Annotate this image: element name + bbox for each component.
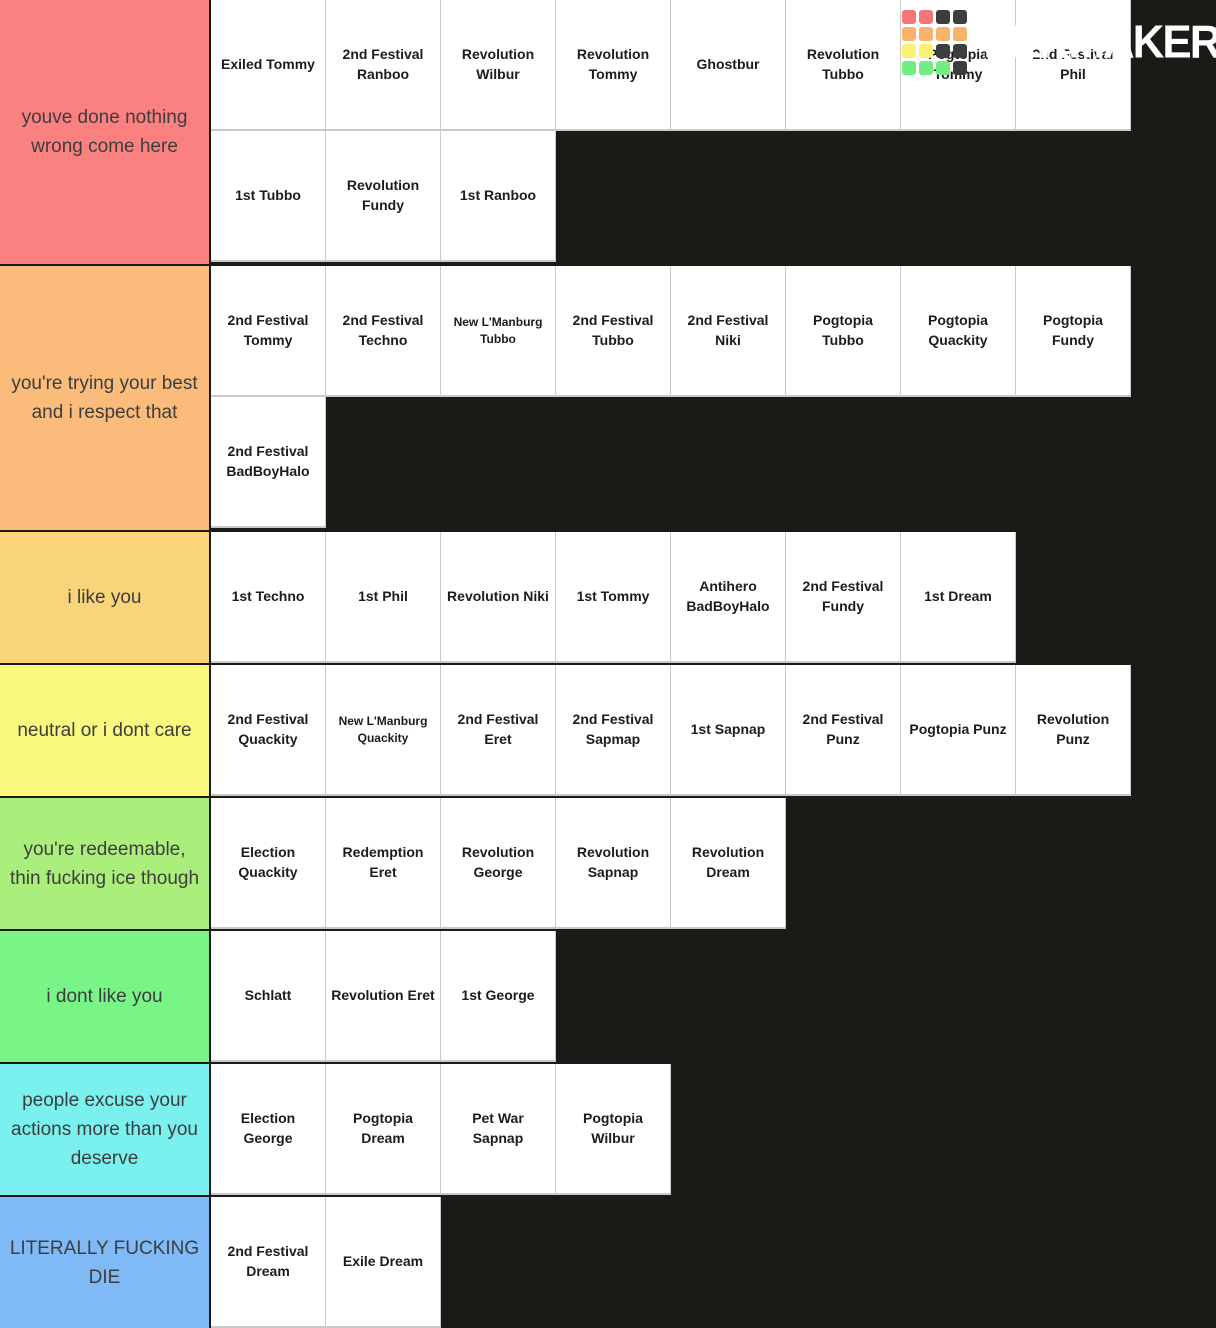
tier-item-card[interactable]: Revolution George: [441, 798, 556, 929]
tier-item-card[interactable]: Revolution Punz: [1016, 665, 1131, 796]
tier-item-card[interactable]: Pogtopia Dream: [326, 1064, 441, 1195]
tier-row-3: neutral or i dont care 2nd Festival Quac…: [0, 665, 1216, 796]
tier-cards-0: Exiled Tommy 2nd Festival Ranboo Revolutio…: [211, 0, 1216, 264]
tier-item-card[interactable]: 2nd Festival Eret: [441, 665, 556, 796]
tier-item-card[interactable]: 1st Techno: [211, 532, 326, 663]
logo-square: [953, 27, 967, 41]
tier-item-card[interactable]: Exile Dream: [326, 1197, 441, 1328]
tier-row-7: LITERALLY FUCKING DIE 2nd Festival Dream…: [0, 1197, 1216, 1328]
tier-row-5: i dont like you Schlatt Revolution Eret 1s…: [0, 931, 1216, 1062]
logo-square: [902, 10, 916, 24]
tier-item-card[interactable]: Pet War Sapnap: [441, 1064, 556, 1195]
tier-item-card[interactable]: 2nd Festival Techno: [326, 266, 441, 397]
tier-label-4: you're redeemable, thin fucking ice thou…: [0, 798, 209, 929]
logo-square: [919, 44, 933, 58]
tier-item-card[interactable]: 1st Sapnap: [671, 665, 786, 796]
tier-item-card[interactable]: 2nd Festival Ranboo: [326, 0, 441, 131]
tier-item-card[interactable]: Redemption Eret: [326, 798, 441, 929]
tier-item-card[interactable]: New L'Manburg Quackity: [326, 665, 441, 796]
tier-item-card[interactable]: Pogtopia Wilbur: [556, 1064, 671, 1195]
tier-item-card[interactable]: Pogtopia Tubbo: [786, 266, 901, 397]
tier-item-card[interactable]: Pogtopia Quackity: [901, 266, 1016, 397]
logo-square: [936, 61, 950, 75]
tier-item-card[interactable]: 1st Tubbo: [211, 131, 326, 262]
tier-cards-4: Election Quackity Redemption Eret Revoluti…: [211, 798, 1216, 929]
tier-label-6: people excuse your actions more than you…: [0, 1064, 209, 1195]
logo-square: [936, 27, 950, 41]
tier-item-card[interactable]: Antihero BadBoyHalo: [671, 532, 786, 663]
tier-item-card[interactable]: 2nd Festival Punz: [786, 665, 901, 796]
tier-item-card[interactable]: Revolution Dream: [671, 798, 786, 929]
tier-item-card[interactable]: Revolution Eret: [326, 931, 441, 1062]
tier-item-card[interactable]: 2nd Festival Dream: [211, 1197, 326, 1328]
tiermaker-logo: TIERMAKER: [902, 10, 1216, 75]
tier-item-card[interactable]: New L'Manburg Tubbo: [441, 266, 556, 397]
tier-row-1: you're trying your best and i respect th…: [0, 266, 1216, 530]
tier-item-card[interactable]: 2nd Festival Phil: [1016, 0, 1131, 131]
logo-square: [902, 27, 916, 41]
tier-label-2: i like you: [0, 532, 209, 663]
tier-item-card[interactable]: 2nd Festival Fundy: [786, 532, 901, 663]
tier-row-0: youve done nothing wrong come here Exile…: [0, 0, 1216, 264]
tiermaker-logo-grid-icon: [902, 10, 967, 75]
tier-item-card[interactable]: Election Quackity: [211, 798, 326, 929]
tier-label-1: you're trying your best and i respect th…: [0, 266, 209, 530]
tier-cards-7: 2nd Festival Dream Exile Dream: [211, 1197, 1216, 1328]
logo-square: [936, 44, 950, 58]
tier-row-2: i like you 1st Techno 1st Phil Revolution …: [0, 532, 1216, 663]
tier-item-card[interactable]: Revolution Sapnap: [556, 798, 671, 929]
tiermaker-logo-text: TIERMAKER: [976, 16, 1216, 68]
tier-item-card[interactable]: 1st Tommy: [556, 532, 671, 663]
tier-item-card[interactable]: Pogtopia Fundy: [1016, 266, 1131, 397]
tier-item-card[interactable]: 1st Dream: [901, 532, 1016, 663]
tier-cards-6: Election George Pogtopia Dream Pet War Sap…: [211, 1064, 1216, 1195]
tier-item-card[interactable]: Schlatt: [211, 931, 326, 1062]
logo-square: [936, 10, 950, 24]
tier-cards-1: 2nd Festival Tommy 2nd Festival Techno New…: [211, 266, 1216, 530]
logo-square: [953, 10, 967, 24]
tier-cards-2: 1st Techno 1st Phil Revolution Niki 1st Tom…: [211, 532, 1216, 663]
tier-item-card[interactable]: Revolution Wilbur: [441, 0, 556, 131]
tier-item-card[interactable]: 2nd Festival Quackity: [211, 665, 326, 796]
tier-row-4: you're redeemable, thin fucking ice thou…: [0, 798, 1216, 929]
logo-square: [919, 27, 933, 41]
tier-item-card[interactable]: Election George: [211, 1064, 326, 1195]
tier-cards-5: Schlatt Revolution Eret 1st George: [211, 931, 1216, 1062]
logo-square: [919, 10, 933, 24]
tier-label-0: youve done nothing wrong come here: [0, 0, 209, 264]
tier-item-card[interactable]: Ghostbur: [671, 0, 786, 131]
tier-item-card[interactable]: 2nd Festival Tommy: [211, 266, 326, 397]
tier-item-card[interactable]: 2nd Festival Tubbo: [556, 266, 671, 397]
tier-item-card[interactable]: 2nd Festival Sapmap: [556, 665, 671, 796]
logo-square: [902, 44, 916, 58]
tier-item-card[interactable]: Revolution Niki: [441, 532, 556, 663]
tier-item-card[interactable]: 2nd Festival BadBoyHalo: [211, 397, 326, 528]
tier-item-card[interactable]: 1st Phil: [326, 532, 441, 663]
tier-item-card[interactable]: Pogtopia Punz: [901, 665, 1016, 796]
tier-item-card[interactable]: 1st George: [441, 931, 556, 1062]
tier-cards-3: 2nd Festival Quackity New L'Manburg Quack…: [211, 665, 1216, 796]
tier-label-7: LITERALLY FUCKING DIE: [0, 1197, 209, 1328]
tier-item-card[interactable]: Revolution Fundy: [326, 131, 441, 262]
logo-square: [902, 61, 916, 75]
tier-item-card[interactable]: Revolution Tommy: [556, 0, 671, 131]
tier-item-card[interactable]: Revolution Tubbo: [786, 0, 901, 131]
tier-item-card[interactable]: 2nd Festival Niki: [671, 266, 786, 397]
tier-item-card[interactable]: 1st Ranboo: [441, 131, 556, 262]
tier-row-6: people excuse your actions more than you…: [0, 1064, 1216, 1195]
logo-square: [953, 61, 967, 75]
logo-square: [919, 61, 933, 75]
tier-label-5: i dont like you: [0, 931, 209, 1062]
tier-label-3: neutral or i dont care: [0, 665, 209, 796]
logo-square: [953, 44, 967, 58]
tier-item-card[interactable]: Exiled Tommy: [211, 0, 326, 131]
